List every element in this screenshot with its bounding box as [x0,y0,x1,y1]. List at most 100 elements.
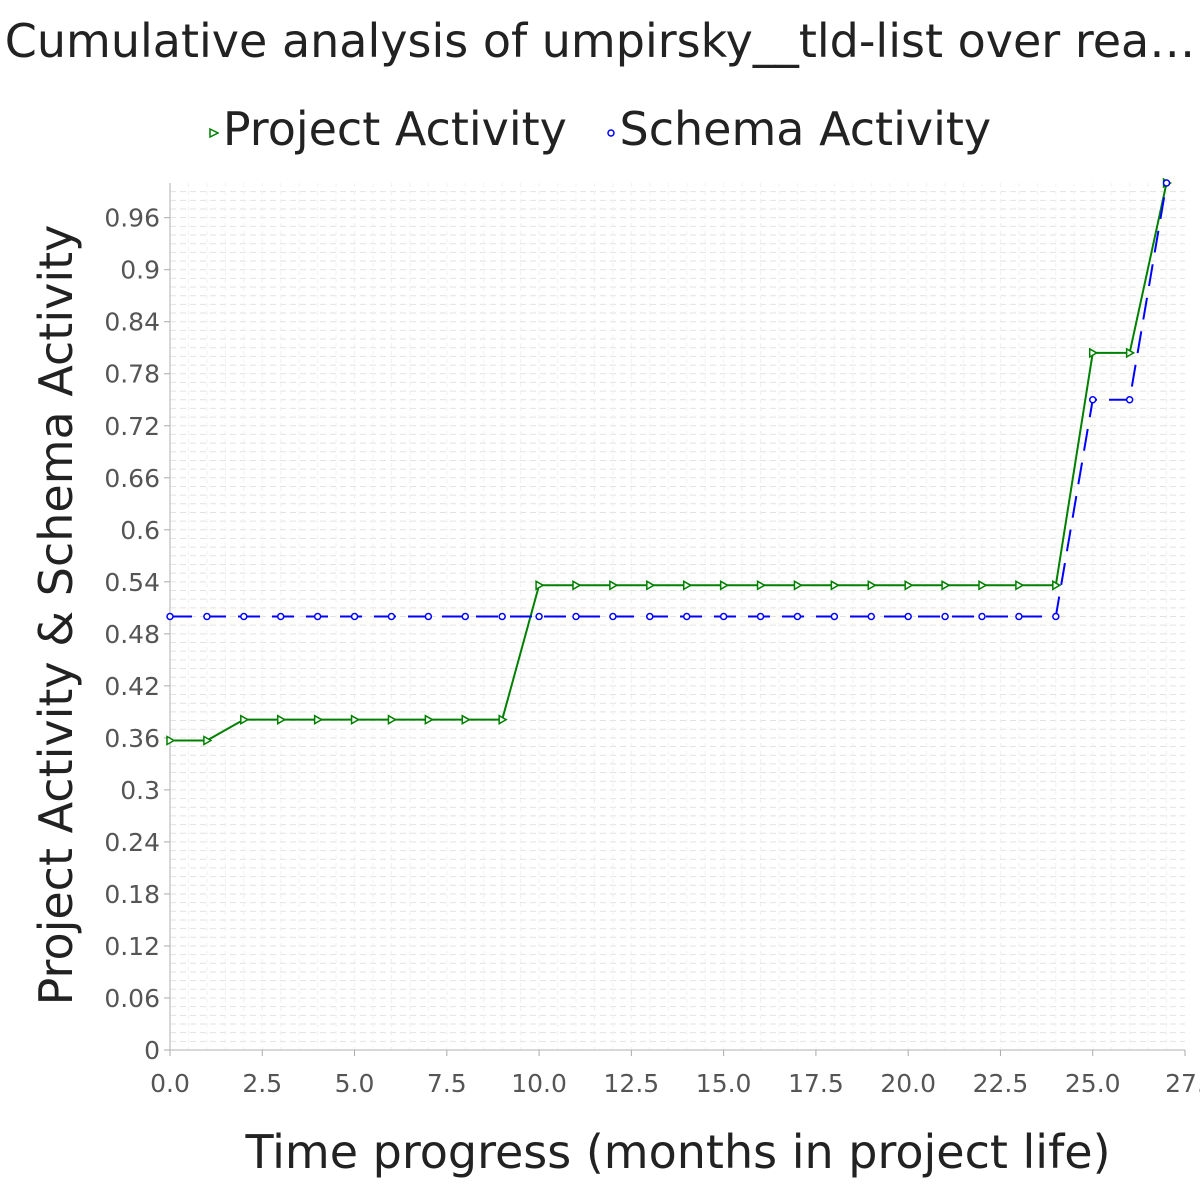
y-tick-label: 0.18 [104,880,160,909]
series-project-activity [166,177,1173,746]
chart-title: Cumulative analysis of umpirsky__tld-lis… [4,14,1196,68]
x-tick-label: 10.0 [511,1069,567,1098]
legend: Project Activity Schema Activity [0,102,1200,156]
data-point [941,579,951,591]
data-point [941,612,949,621]
series-group [166,177,1173,746]
legend-item-project-activity: Project Activity [209,102,567,156]
data-point [978,612,986,621]
data-point [276,714,287,725]
data-point [1015,579,1025,591]
data-point [1052,579,1062,591]
x-tick-label: 7.5 [427,1069,467,1098]
data-point [793,612,802,621]
y-tick-label: 0.24 [104,828,160,857]
data-point [461,714,471,725]
data-point [1162,179,1171,187]
data-point [387,714,397,725]
data-point [1088,347,1099,359]
y-tick-label: 0.84 [104,308,160,337]
series-line [170,182,1168,742]
x-tick-label: 12.5 [604,1069,660,1098]
data-point [756,579,767,591]
y-tick-label: 0.42 [104,672,160,701]
data-point [682,579,693,591]
y-tick-label: 0.72 [104,412,160,441]
data-point [572,579,582,591]
y-tick-label: 0.48 [104,620,160,649]
data-point [387,612,396,621]
triangle-marker-icon [209,127,219,138]
data-point [166,612,174,621]
x-tick-label: 20.0 [880,1069,936,1098]
data-point [978,579,988,591]
x-tick-label: 25.0 [1065,1069,1121,1098]
x-tick-label: 2.5 [242,1069,282,1098]
legend-label-project-activity: Project Activity [222,102,567,156]
data-point [867,579,877,591]
data-point [646,612,654,621]
data-point [461,612,470,621]
legend-label-schema-activity: Schema Activity [619,102,992,156]
data-point [646,579,656,591]
circle-marker-icon [606,128,615,137]
data-point [535,579,545,591]
data-point [350,612,359,621]
data-point [240,612,248,621]
data-point [609,579,619,591]
data-point [424,612,433,621]
y-tick-label: 0.96 [104,204,160,233]
data-point [313,612,322,621]
data-point [793,579,803,591]
data-point [904,612,912,621]
x-tick-label: 27. [1165,1069,1200,1098]
data-point [1088,396,1097,404]
data-point [240,714,250,725]
data-point [609,612,617,621]
y-tick-label: 0.06 [104,984,160,1013]
data-point [1125,396,1134,404]
data-point [830,612,839,621]
data-point [1125,347,1136,359]
data-point [313,714,324,725]
y-tick-label: 0.6 [120,516,160,545]
data-point [1052,612,1060,621]
data-point [350,714,361,725]
data-point [424,714,434,725]
y-tick-label: 0.36 [104,724,160,753]
x-tick-label: 17.5 [788,1069,844,1098]
x-tick-label: 0.0 [150,1069,190,1098]
data-point [719,612,728,621]
data-point [535,612,543,621]
x-tick-label: 5.0 [335,1069,375,1098]
data-point [830,579,840,591]
x-tick-label: 22.5 [973,1069,1029,1098]
data-point [166,735,176,746]
data-point [498,612,506,621]
y-tick-label: 0 [144,1036,160,1065]
series-line [170,182,1168,618]
x-axis-label: Time progress (months in project life) [244,1125,1110,1179]
data-point [867,612,876,621]
y-tick-label: 0.78 [104,360,160,389]
tick-labels: 0 0.06 0.12 0.18 0.24 0.3 0.36 0.42 0.48 0.54 0.6 0… [104,204,1200,1098]
y-tick-label: 0.12 [104,932,160,961]
data-point [203,735,213,746]
data-point [498,714,508,725]
data-point [276,612,285,621]
data-point [756,612,765,621]
series-schema-activity [166,179,1171,621]
data-point [719,579,730,591]
legend-item-schema-activity: Schema Activity [606,102,992,156]
grid [170,183,1185,1050]
data-point [904,579,914,591]
y-tick-label: 0.3 [120,776,160,805]
data-point [572,612,580,621]
y-axis-label: Project Activity & Schema Activity [29,225,83,1006]
data-point [1015,612,1023,621]
data-point [682,612,691,621]
y-tick-label: 0.66 [104,464,160,493]
y-tick-label: 0.54 [104,568,160,597]
y-tick-label: 0.9 [120,256,160,285]
